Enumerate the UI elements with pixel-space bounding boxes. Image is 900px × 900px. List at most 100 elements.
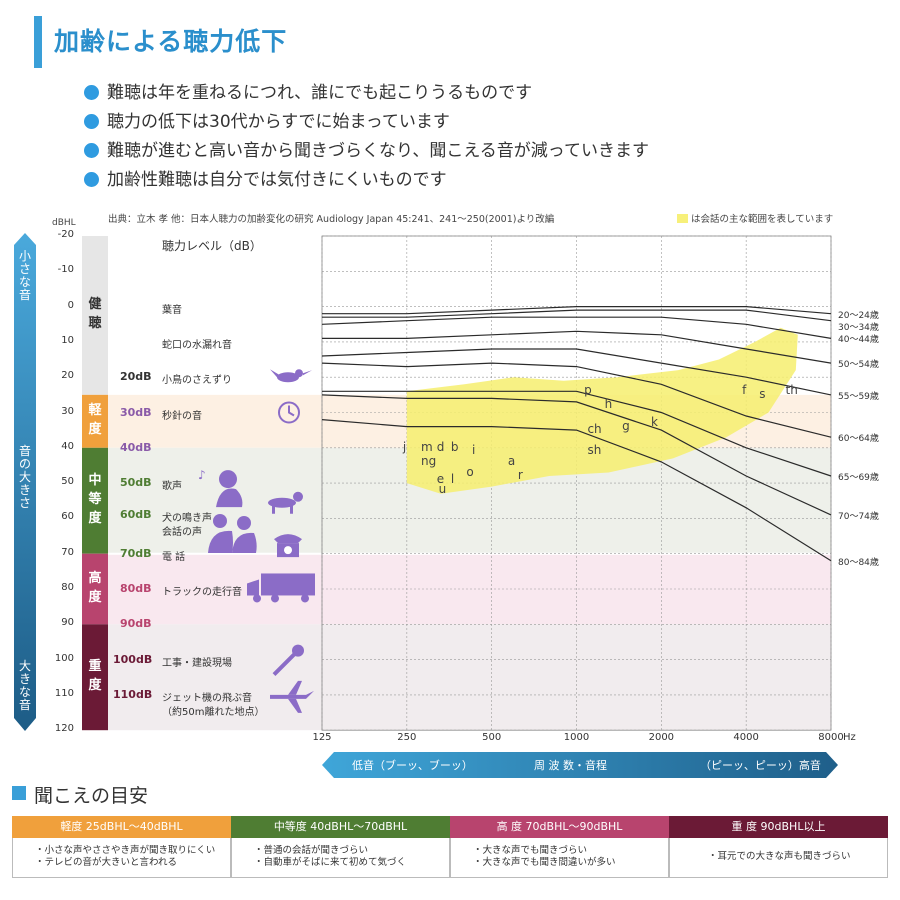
- y-axis-unit: dBHL: [52, 218, 76, 228]
- bird-icon: [270, 369, 312, 383]
- bullet-text: 加齢性難聴は自分では気付きにくいものです: [107, 170, 447, 190]
- series-label: 55～59歳: [838, 391, 879, 402]
- sound-icons: ♪: [198, 369, 315, 713]
- guide-line: ・大きな声でも聞き間違いが多い: [473, 857, 616, 868]
- x-tick-label: 250: [397, 732, 417, 743]
- x-tick-label: 2000: [648, 732, 675, 743]
- x-tick-label: 8000: [818, 732, 844, 743]
- category-band-0: [82, 236, 108, 395]
- series-label: 40～44歳: [838, 335, 879, 346]
- y-tick-label: 30: [61, 405, 74, 417]
- series-label: 65～69歳: [838, 473, 879, 484]
- scale-label-small: 小さな音: [18, 249, 31, 302]
- phoneme-label: a: [507, 453, 516, 468]
- phoneme-label: r: [517, 468, 523, 483]
- bullet-text: 聴力の低下は30代からすでに始まっています: [107, 112, 450, 132]
- highlight-legend-text: は会話の主な範囲を表しています: [691, 214, 834, 225]
- bullet-item: 聴力の低下は30代からすでに始まっています: [84, 109, 450, 135]
- series-label: 80～84歳: [838, 557, 879, 568]
- sound-name: （約50m離れた地点）: [162, 707, 265, 719]
- highlight-swatch: [677, 214, 688, 223]
- sound-name: 電 話: [162, 551, 186, 563]
- guide-description: ・大きな声でも聞きづらい ・大きな声でも聞き間違いが多い: [450, 838, 669, 878]
- series-line: [321, 394, 832, 516]
- frequency-label: 周 波 数・音程: [534, 759, 607, 772]
- y-tick-label: 120: [54, 723, 74, 735]
- phoneme-label: f: [742, 383, 747, 398]
- bullet-text: 難聴は年を重ねるにつれ、誰にでも起こりうるものです: [107, 83, 533, 103]
- guide-description: ・小さな声やささやき声が聞き取りにくい ・テレビの音が大きいと言われる: [12, 838, 231, 878]
- category-label: 重 度: [88, 659, 102, 694]
- guide-line: ・普通の会話が聞きづらい: [254, 845, 369, 856]
- sound-db-value: 20dB: [120, 370, 152, 384]
- sound-name: 小鳥のさえずり: [162, 375, 232, 387]
- series-label: 30～34歳: [838, 322, 879, 333]
- sound-db-value: 60dB: [120, 507, 152, 521]
- category-band-1: [82, 394, 108, 448]
- phoneme-label: ch: [587, 422, 602, 437]
- clock-icon: [278, 401, 300, 424]
- title-accent-bar: [34, 16, 42, 68]
- source-citation: 出典：立木 孝 他：日本人聴力の加齢変化の研究 Audiology Japan …: [108, 214, 555, 225]
- scale-label-loudness: 音の大きさ: [18, 444, 31, 510]
- sound-name: 蛇口の水漏れ音: [162, 339, 232, 351]
- sound-db-value: 80dB: [120, 582, 152, 595]
- loudness-arrow: [14, 233, 36, 731]
- highlight-legend: は会話の主な範囲を表しています: [677, 211, 833, 225]
- x-tick-label: 500: [482, 732, 502, 743]
- sound-name: 会話の声: [162, 526, 202, 538]
- singer-icon: ♪: [198, 468, 243, 508]
- category-label: 軽 度: [88, 403, 102, 438]
- sound-name: 葉音: [162, 304, 182, 316]
- phoneme-label: th: [785, 383, 798, 398]
- phoneme-label: o: [466, 464, 474, 479]
- phoneme-label: d: [436, 439, 445, 454]
- guide-line: ・大きな声でも聞きづらい: [473, 845, 588, 856]
- airplane-icon: [270, 680, 314, 713]
- phoneme-label: l: [450, 471, 455, 486]
- phoneme-label: h: [604, 397, 613, 412]
- y-tick-label: -10: [57, 264, 74, 276]
- series-label: 20～24歳: [838, 310, 879, 321]
- guide-header: 重 度 90dBHL以上: [669, 816, 888, 838]
- y-tick-label: 0: [67, 299, 74, 311]
- bullet-dot-icon: [84, 143, 99, 158]
- phoneme-label: u: [438, 482, 447, 497]
- x-tick-label: 1000: [563, 732, 590, 743]
- telephone-icon: [274, 534, 302, 558]
- series-line: [322, 330, 832, 364]
- guide-line: ・耳元での大きな声も聞きづらい: [708, 851, 851, 862]
- sound-name: トラックの走行音: [162, 587, 242, 598]
- phoneme-label: sh: [587, 443, 602, 458]
- series-line: [322, 309, 832, 322]
- category-label: 高 度: [88, 571, 102, 605]
- bullet-dot-icon: [84, 85, 99, 100]
- sound-name: 秒針の音: [162, 410, 202, 422]
- low-tone-label: 低音（ブーッ、ブーッ）: [352, 759, 473, 772]
- sound-name: 歌声: [162, 481, 182, 493]
- guide-header: 中等度 40dBHL～70dBHL: [231, 816, 450, 838]
- guide-line: ・小さな声やささやき声が聞き取りにくい: [35, 845, 216, 856]
- y-tick-label: 110: [54, 687, 74, 699]
- sound-db-value: 30dB: [120, 405, 152, 419]
- sound-name: ジェット機の飛ぶ音: [162, 692, 252, 704]
- y-tick-label: 10: [61, 334, 74, 346]
- guide-header: 軽度 25dBHL～40dBHL: [12, 816, 231, 838]
- phoneme-label: g: [622, 418, 630, 433]
- phoneme-label: j: [402, 439, 407, 454]
- drill-icon: [272, 644, 304, 677]
- series-label: 50～54歳: [838, 360, 879, 371]
- y-tick-label: 20: [61, 370, 74, 382]
- y-tick-label: 100: [54, 652, 74, 664]
- y-tick-label: 50: [61, 476, 74, 488]
- category-tint-4: [108, 624, 831, 731]
- phoneme-label: e: [436, 471, 445, 486]
- y-tick-label: 70: [61, 546, 74, 558]
- phoneme-label: m: [420, 439, 433, 454]
- plot-frame: [321, 235, 832, 731]
- phoneme-label: k: [651, 415, 658, 430]
- bullet-dot-icon: [84, 114, 99, 129]
- bullet-text: 難聴が進むと高い音から聞きづらくなり、聞こえる音が減っていきます: [107, 141, 649, 161]
- page-title: 加齢による聴力低下: [54, 27, 288, 56]
